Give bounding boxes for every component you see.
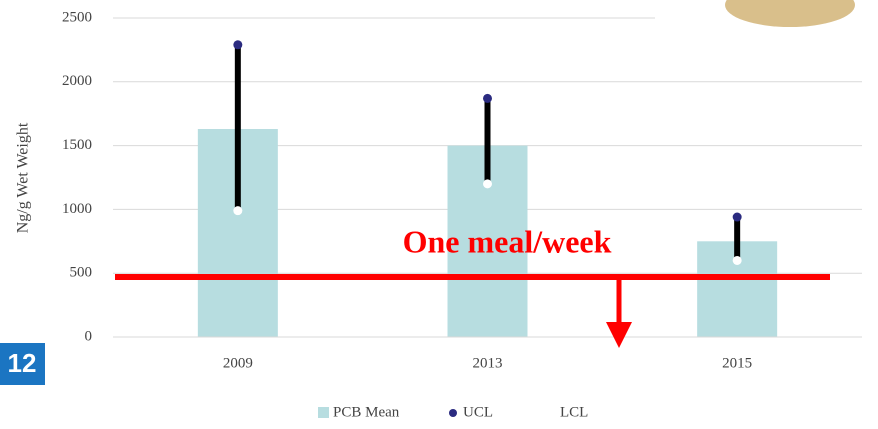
lcl-dot: [233, 206, 243, 216]
legend-swatch: [449, 409, 457, 417]
ucl-dot: [732, 212, 742, 222]
legend-label: PCB Mean: [333, 404, 400, 420]
y-tick-label: 0: [85, 328, 93, 344]
badge: 12: [8, 348, 37, 378]
y-tick-label: 500: [70, 265, 93, 281]
arrow-head: [606, 322, 632, 348]
y-tick-label: 2500: [62, 9, 92, 25]
lcl-dot: [483, 179, 492, 189]
x-tick-label: 2009: [223, 355, 253, 371]
y-axis-label: Ng/g Wet Weight: [15, 122, 32, 233]
y-tick-label: 1500: [62, 137, 92, 153]
lcl-dot: [732, 255, 742, 265]
y-tick-label: 1000: [62, 201, 92, 217]
x-tick-label: 2013: [473, 355, 503, 371]
legend-label: LCL: [560, 404, 588, 420]
legend-label: UCL: [463, 404, 493, 420]
ucl-dot: [483, 93, 492, 103]
fish-picture: [725, 0, 855, 27]
y-tick-label: 2000: [62, 73, 92, 89]
badge-box: [0, 343, 45, 385]
legend-swatch: [318, 407, 329, 418]
x-tick-label: 2015: [722, 355, 752, 371]
annotation: One meal/week: [403, 223, 612, 259]
ucl-dot: [233, 40, 243, 50]
legend-swatch: [546, 409, 554, 417]
